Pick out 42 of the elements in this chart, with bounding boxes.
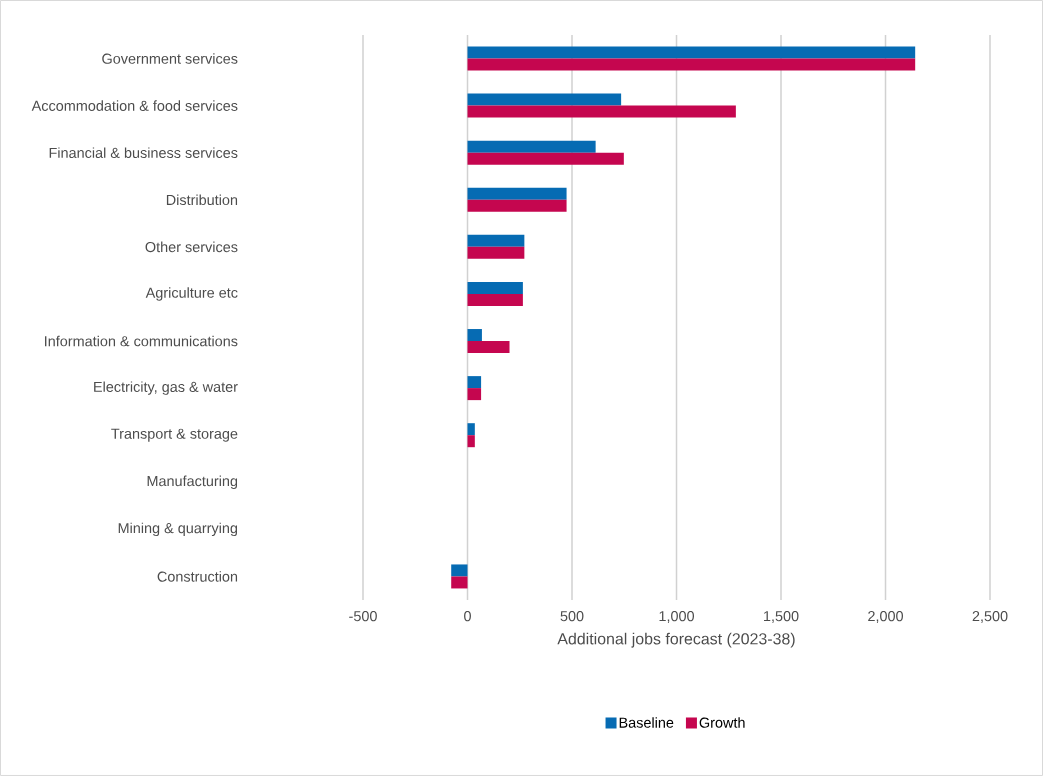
y-tick-label: Information & communications [45,335,238,347]
x-tick-label: -500 [349,611,377,622]
y-tick-label: Mining & quarrying [118,522,238,537]
y-tick-label: Financial & business services [49,147,238,158]
x-tick-label: 2,000 [868,611,904,623]
y-tick-label: Agriculture etc [145,287,238,301]
bar [467,46,916,59]
bar [467,93,622,106]
y-tick-label: Other services [145,241,238,253]
y-tick-label: Construction [157,571,238,582]
bar [451,564,468,577]
y-tick-label: Accommodation & food services [31,100,238,111]
bar [467,140,596,153]
bar [467,341,510,354]
bar [467,423,475,436]
y-tick-label: Distribution [166,194,238,206]
bar [467,234,525,247]
legend-label: Baseline [619,717,674,728]
bar [467,293,523,306]
legend-label: Growth [699,717,745,728]
bar [467,152,624,165]
y-tick-label: Transport & storage [111,428,238,442]
bar [467,388,482,401]
bar [467,435,475,448]
bar [467,199,567,212]
y-tick-label: Manufacturing [147,475,238,490]
y-tick-label: Electricity, gas & water [94,381,238,395]
x-tick-label: 0 [464,611,471,622]
x-tick-label: 1,500 [764,611,799,623]
y-tick-label: Government services [102,53,238,64]
bar [467,58,916,71]
bar [467,329,482,342]
x-tick-label: 1,000 [659,611,695,623]
bar [467,281,523,294]
bar [467,105,736,118]
bar [467,376,482,389]
x-tick-label: 500 [560,611,584,622]
bar [467,187,567,200]
bar [467,246,525,259]
bar [451,576,468,589]
x-axis-title: Additional jobs forecast (2023-38) [557,632,795,648]
x-tick-label: 2,500 [972,611,1008,623]
